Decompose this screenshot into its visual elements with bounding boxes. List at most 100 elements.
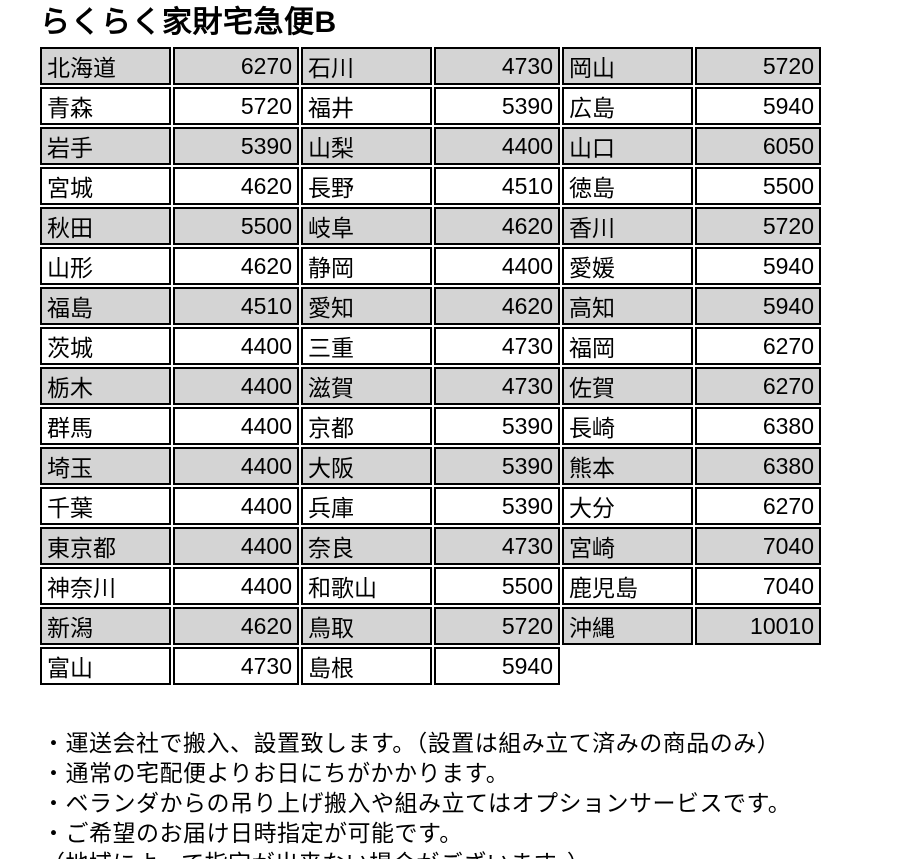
fare-cell: 5940 — [695, 247, 821, 285]
fare-cell: 4400 — [173, 447, 299, 485]
prefecture-cell: 新潟 — [40, 607, 171, 645]
prefecture-cell: 北海道 — [40, 47, 171, 85]
fare-cell: 4730 — [434, 47, 560, 85]
prefecture-cell: 愛知 — [301, 287, 432, 325]
prefecture-cell: 広島 — [562, 87, 693, 125]
page-title: らくらく家財宅急便B — [40, 6, 337, 39]
fare-cell: 4620 — [173, 167, 299, 205]
fare-cell — [695, 647, 821, 685]
prefecture-cell: 宮崎 — [562, 527, 693, 565]
notes-list: ・運送会社で搬入、設置致します。（設置は組み立て済みの商品のみ） ・通常の宅配便よ… — [42, 728, 900, 859]
fare-cell: 5390 — [434, 407, 560, 445]
prefecture-cell: 大分 — [562, 487, 693, 525]
prefecture-cell: 青森 — [40, 87, 171, 125]
prefecture-cell: 和歌山 — [301, 567, 432, 605]
fare-cell: 5390 — [434, 87, 560, 125]
prefecture-cell: 鳥取 — [301, 607, 432, 645]
fare-cell: 5940 — [695, 287, 821, 325]
fare-cell: 7040 — [695, 527, 821, 565]
fare-table: 北海道 6270 石川 4730 岡山 5720 青森 5720 福井 5390… — [38, 45, 823, 687]
prefecture-cell: 岐阜 — [301, 207, 432, 245]
fare-cell: 4400 — [434, 247, 560, 285]
prefecture-cell: 神奈川 — [40, 567, 171, 605]
fare-row: 埼玉 4400 大阪 5390 熊本 6380 — [40, 447, 821, 485]
fare-cell: 4510 — [434, 167, 560, 205]
fare-cell: 5500 — [173, 207, 299, 245]
fare-row: 北海道 6270 石川 4730 岡山 5720 — [40, 47, 821, 85]
fare-cell: 6270 — [695, 367, 821, 405]
fare-row: 千葉 4400 兵庫 5390 大分 6270 — [40, 487, 821, 525]
fare-cell: 4730 — [434, 367, 560, 405]
fare-cell: 4400 — [173, 527, 299, 565]
fare-cell: 6270 — [695, 487, 821, 525]
prefecture-cell: 沖縄 — [562, 607, 693, 645]
prefecture-cell: 石川 — [301, 47, 432, 85]
prefecture-cell: 山口 — [562, 127, 693, 165]
prefecture-cell: 長野 — [301, 167, 432, 205]
note-line: ・ご希望のお届け日時指定が可能です。 — [42, 820, 463, 846]
prefecture-cell: 兵庫 — [301, 487, 432, 525]
fare-cell: 4620 — [173, 247, 299, 285]
prefecture-cell: 秋田 — [40, 207, 171, 245]
fare-cell: 5720 — [173, 87, 299, 125]
prefecture-cell: 高知 — [562, 287, 693, 325]
fare-row: 秋田 5500 岐阜 4620 香川 5720 — [40, 207, 821, 245]
prefecture-cell: 三重 — [301, 327, 432, 365]
fare-cell: 4730 — [434, 527, 560, 565]
prefecture-cell: 岡山 — [562, 47, 693, 85]
fare-cell: 4510 — [173, 287, 299, 325]
fare-cell: 4400 — [173, 567, 299, 605]
fare-cell: 6270 — [695, 327, 821, 365]
fare-row: 群馬 4400 京都 5390 長崎 6380 — [40, 407, 821, 445]
prefecture-cell: 福井 — [301, 87, 432, 125]
fare-row: 東京都 4400 奈良 4730 宮崎 7040 — [40, 527, 821, 565]
prefecture-cell: 群馬 — [40, 407, 171, 445]
fare-cell: 5940 — [695, 87, 821, 125]
prefecture-cell — [562, 647, 693, 685]
prefecture-cell: 富山 — [40, 647, 171, 685]
fare-row: 茨城 4400 三重 4730 福岡 6270 — [40, 327, 821, 365]
fare-cell: 5500 — [695, 167, 821, 205]
fare-row: 福島 4510 愛知 4620 高知 5940 — [40, 287, 821, 325]
note-line: ・通常の宅配便よりお日にちがかかります。 — [42, 760, 510, 786]
prefecture-cell: 埼玉 — [40, 447, 171, 485]
fare-cell: 4400 — [434, 127, 560, 165]
prefecture-cell: 福岡 — [562, 327, 693, 365]
fare-row: 栃木 4400 滋賀 4730 佐賀 6270 — [40, 367, 821, 405]
note-line: （地域によって指定が出来ない場合がございます。） — [42, 848, 900, 859]
fare-cell: 4620 — [434, 287, 560, 325]
fare-cell: 4400 — [173, 327, 299, 365]
fare-cell: 4400 — [173, 407, 299, 445]
prefecture-cell: 静岡 — [301, 247, 432, 285]
fare-cell: 5500 — [434, 567, 560, 605]
note-line: ・運送会社で搬入、設置致します。（設置は組み立て済みの商品のみ） — [42, 730, 781, 756]
fare-cell: 5940 — [434, 647, 560, 685]
fare-row: 岩手 5390 山梨 4400 山口 6050 — [40, 127, 821, 165]
prefecture-cell: 栃木 — [40, 367, 171, 405]
prefecture-cell: 愛媛 — [562, 247, 693, 285]
prefecture-cell: 長崎 — [562, 407, 693, 445]
fare-cell: 4730 — [434, 327, 560, 365]
prefecture-cell: 鹿児島 — [562, 567, 693, 605]
prefecture-cell: 福島 — [40, 287, 171, 325]
prefecture-cell: 徳島 — [562, 167, 693, 205]
fare-cell: 6270 — [173, 47, 299, 85]
fare-row: 山形 4620 静岡 4400 愛媛 5940 — [40, 247, 821, 285]
fare-row: 青森 5720 福井 5390 広島 5940 — [40, 87, 821, 125]
prefecture-cell: 熊本 — [562, 447, 693, 485]
prefecture-cell: 奈良 — [301, 527, 432, 565]
prefecture-cell: 山形 — [40, 247, 171, 285]
prefecture-cell: 滋賀 — [301, 367, 432, 405]
prefecture-cell: 香川 — [562, 207, 693, 245]
fare-cell: 7040 — [695, 567, 821, 605]
fare-row: 新潟 4620 鳥取 5720 沖縄 10010 — [40, 607, 821, 645]
fare-cell: 6050 — [695, 127, 821, 165]
fare-row: 富山 4730 島根 5940 — [40, 647, 821, 685]
fare-cell: 4620 — [173, 607, 299, 645]
fare-cell: 4400 — [173, 487, 299, 525]
prefecture-cell: 佐賀 — [562, 367, 693, 405]
fare-cell: 10010 — [695, 607, 821, 645]
fare-cell: 5720 — [434, 607, 560, 645]
fare-cell: 5390 — [434, 487, 560, 525]
